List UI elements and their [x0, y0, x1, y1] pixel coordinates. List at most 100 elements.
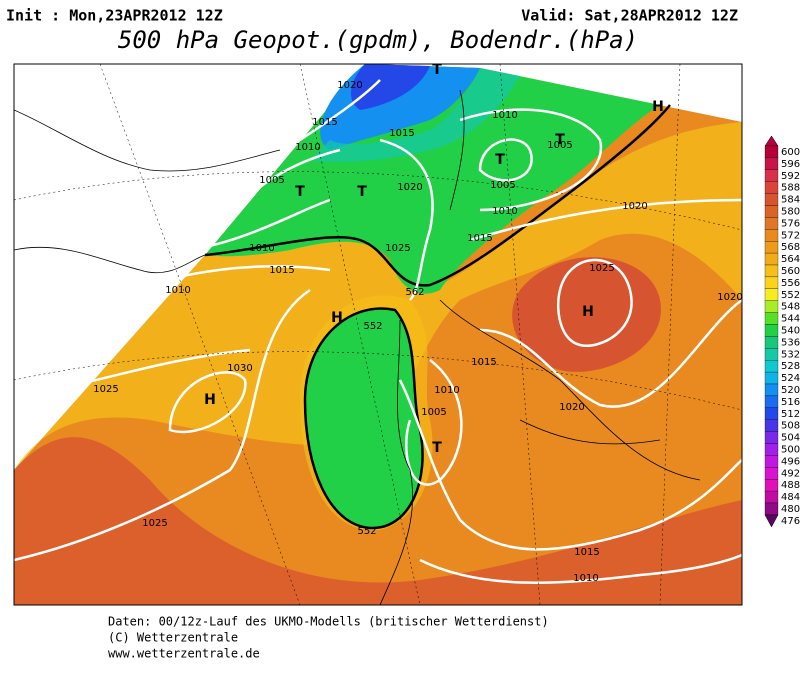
colorbar-swatch [764, 490, 779, 504]
isobar-label: 1025 [385, 243, 410, 254]
colorbar-swatch [764, 300, 779, 313]
isobar-label: 1015 [467, 233, 492, 244]
isobar-label: 1005 [259, 175, 284, 186]
colorbar-label: 568 [781, 242, 800, 253]
colorbar-label: 496 [781, 456, 800, 467]
isobar-label: 1020 [337, 80, 362, 91]
colorbar-label: 532 [781, 349, 800, 360]
map-title: 500 hPa Geopot.(gpdm), Bodendr.(hPa) [118, 26, 638, 54]
colorbar-label: 528 [781, 361, 800, 372]
colorbar-label: 500 [781, 444, 800, 455]
isobar-label: 1020 [717, 292, 742, 303]
colorbar-swatch [764, 145, 779, 159]
isobar-label: 1020 [397, 182, 422, 193]
colorbar-swatch [764, 241, 779, 254]
isobar-label: 1015 [389, 128, 414, 139]
colorbar-label: 488 [781, 480, 800, 491]
colorbar-swatch [764, 169, 779, 182]
isobar-label: 1025 [142, 518, 167, 529]
isobar-label: 1015 [471, 357, 496, 368]
pressure-center: T [495, 152, 505, 168]
valid-time: Valid: Sat,28APR2012 12Z [521, 7, 738, 25]
colorbar-label: 516 [781, 397, 800, 408]
colorbar-label: 504 [781, 433, 800, 444]
colorbar-swatch [764, 324, 779, 337]
colorbar-label: 576 [781, 218, 800, 229]
colorbar-label: 600 [781, 147, 800, 158]
colorbar-label: 476 [781, 516, 800, 527]
footer-copyright: (C) Wetterzentrale [108, 631, 238, 645]
isobar-label: 1010 [492, 110, 517, 121]
isobar-label: 1020 [559, 402, 584, 413]
colorbar-swatch [764, 431, 779, 444]
init-time: Init : Mon,23APR2012 12Z [6, 7, 223, 25]
pressure-center: T [555, 132, 565, 148]
colorbar-label: 588 [781, 183, 800, 194]
isobar-label: 1015 [269, 265, 294, 276]
colorbar-label: 584 [781, 195, 800, 206]
colorbar-label: 564 [781, 254, 800, 265]
isobar-label: 1010 [434, 385, 459, 396]
isobar-label: 1010 [249, 243, 274, 254]
pressure-center: H [652, 99, 664, 115]
colorbar-swatch [764, 443, 779, 456]
map: 1020 1015 1010 1005 T T 1015 1020 1025 T 1010 T 1005… [14, 62, 742, 605]
map-frame [13, 63, 743, 606]
colorbar-label: 592 [781, 171, 800, 182]
colorbar-swatch [764, 360, 779, 373]
isobar-label: 1005 [421, 407, 446, 418]
isobar-label: 1010 [573, 573, 598, 584]
colorbar-cap [764, 135, 779, 147]
pressure-center: H [204, 392, 216, 408]
colorbar-swatch [764, 502, 779, 516]
colorbar-swatch [764, 479, 779, 492]
colorbar-label: 548 [781, 302, 800, 313]
colorbar-label: 492 [781, 468, 800, 479]
colorbar-swatch [764, 371, 779, 385]
isobar-label: 1020 [622, 201, 647, 212]
isobar-label: 1010 [492, 206, 517, 217]
colorbar-label: 512 [781, 409, 800, 420]
pressure-center: T [432, 440, 442, 456]
colorbar-swatch [764, 407, 779, 420]
isobar-label: 1025 [589, 263, 614, 274]
isobar-label: 1015 [312, 117, 337, 128]
colorbar-swatch [764, 217, 779, 230]
colorbar-label: 560 [781, 266, 800, 277]
colorbar-label: 480 [781, 504, 800, 515]
pressure-center: T [432, 62, 442, 78]
colorbar-swatch [764, 312, 779, 325]
isobar-label: 1030 [227, 363, 252, 374]
colorbar-label: 540 [781, 325, 800, 336]
footer-url: www.wetterzentrale.de [108, 647, 260, 661]
colorbar-swatch [764, 395, 779, 408]
colorbar-swatch [764, 181, 779, 194]
isobar-label: 1010 [165, 285, 190, 296]
colorbar-swatch [764, 455, 779, 468]
isobar-label: 1005 [490, 180, 515, 191]
colorbar-swatch [764, 467, 779, 480]
colorbar-swatch [764, 193, 779, 206]
colorbar-label: 524 [781, 373, 800, 384]
colorbar-label: 544 [781, 314, 800, 325]
colorbar-label: 508 [781, 421, 800, 432]
colorbar-label: 572 [781, 230, 800, 241]
colorbar-swatch [764, 157, 779, 170]
colorbar-swatch [764, 276, 779, 289]
isobar-label: 1015 [574, 547, 599, 558]
isobar-label: 552 [357, 526, 376, 537]
isobar-label: 1010 [295, 142, 320, 153]
colorbar-swatch [764, 383, 779, 397]
pressure-center: T [295, 184, 305, 200]
pressure-center: H [582, 304, 594, 320]
colorbar-swatch [764, 205, 779, 218]
pressure-center: T [357, 184, 367, 200]
colorbar-swatch [764, 229, 779, 242]
colorbar-swatch [764, 419, 779, 432]
colorbar-swatch [764, 288, 779, 301]
colorbar-label: 556 [781, 278, 800, 289]
colorbar-label: 580 [781, 206, 800, 217]
isobar-label: 562 [405, 287, 424, 298]
colorbar-cap [764, 514, 779, 528]
colorbar-label: 520 [781, 385, 800, 396]
